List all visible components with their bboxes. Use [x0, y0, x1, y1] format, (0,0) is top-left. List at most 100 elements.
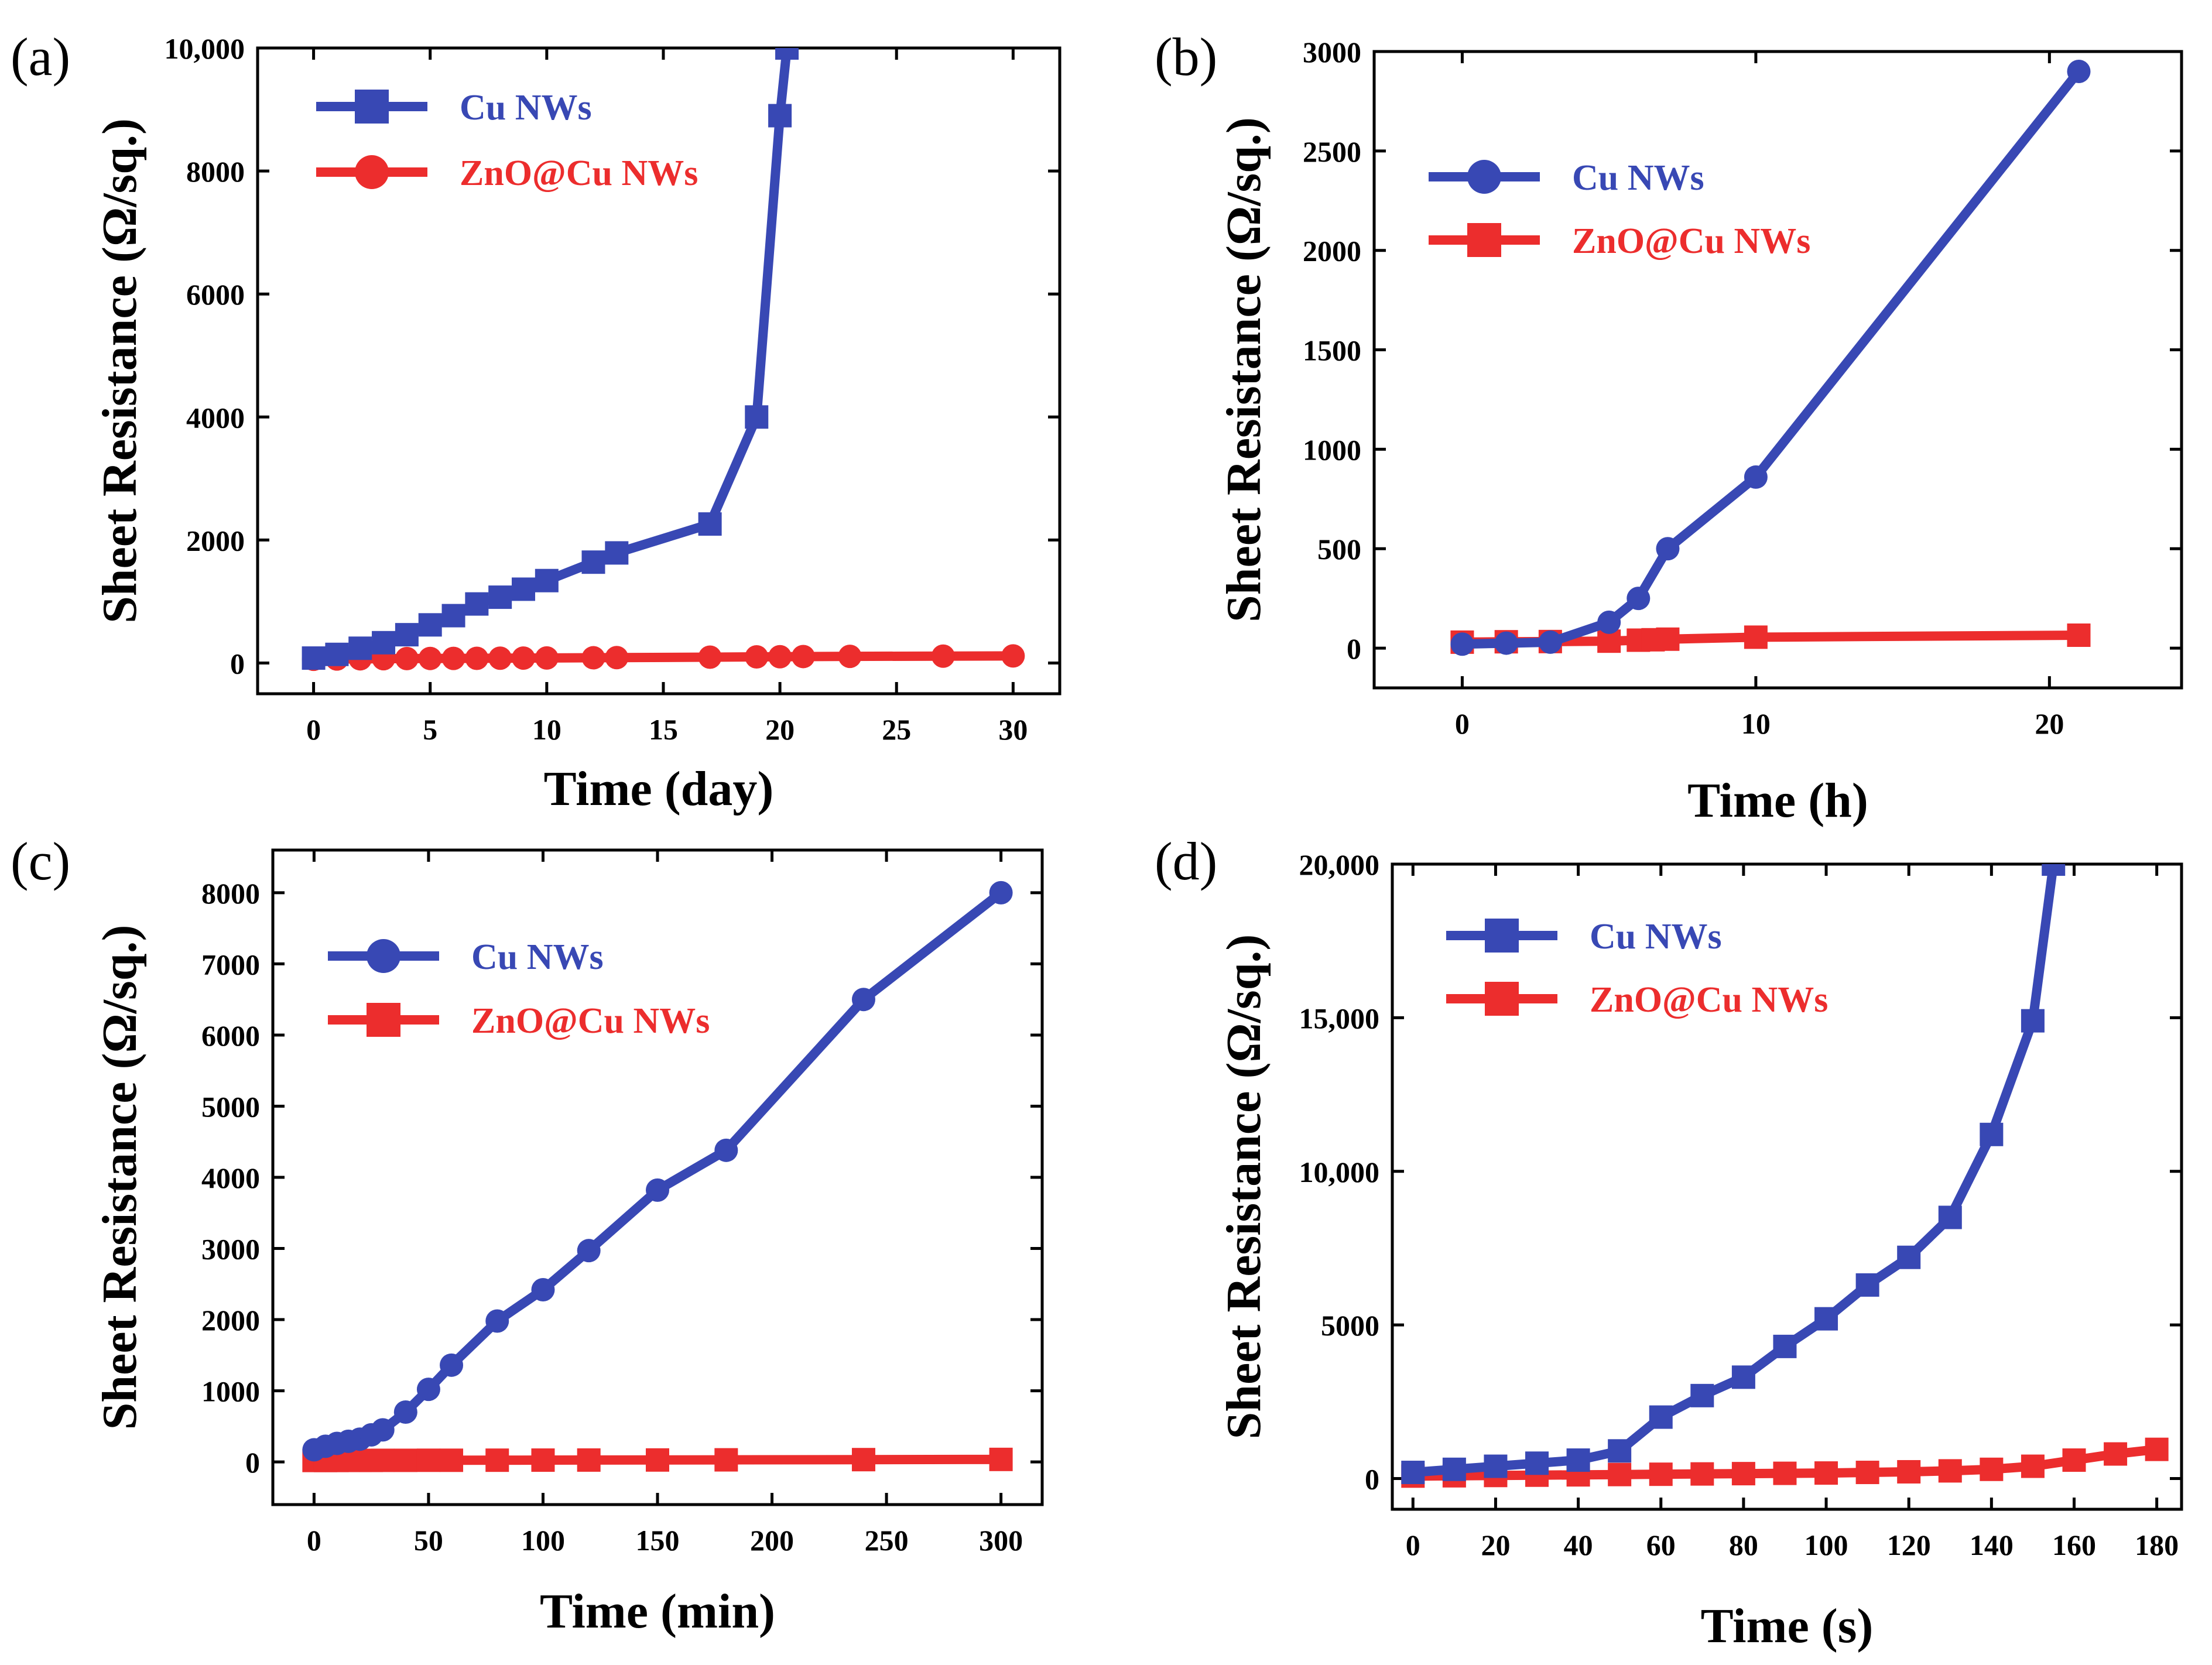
- data-point: [1731, 1462, 1755, 1486]
- y-tick-label: 20,000: [1299, 848, 1380, 881]
- data-point: [1649, 1405, 1673, 1429]
- data-point: [768, 104, 792, 128]
- data-point: [1484, 1454, 1508, 1478]
- series-line: [1457, 66, 2084, 649]
- x-tick-label: 25: [882, 713, 911, 746]
- series-cu-nws: [302, 881, 1013, 1462]
- data-point: [485, 1309, 509, 1333]
- y-tick-label: 4000: [201, 1162, 260, 1194]
- legend-marker: [1485, 982, 1519, 1016]
- chart-panel-a: (a) 0 5 10 15 20 25 30 0 2000 4000 6000 8000 10,000 Ti…: [11, 27, 1062, 816]
- data-point: [393, 1400, 417, 1424]
- y-axis-title: Sheet Resistance (Ω/sq.): [93, 925, 147, 1430]
- x-tick-label: 10: [532, 713, 561, 746]
- data-point: [1938, 1459, 1962, 1483]
- data-point: [2145, 1437, 2169, 1461]
- legend-marker: [1467, 160, 1501, 194]
- panel-label: (c): [11, 831, 70, 891]
- data-point: [2021, 1009, 2045, 1033]
- x-axis-title: Time (s): [1701, 1599, 1874, 1653]
- y-tick-label: 0: [230, 647, 245, 680]
- data-point: [393, 1448, 417, 1472]
- data-point: [989, 1447, 1013, 1471]
- data-point: [1525, 1451, 1549, 1475]
- data-point: [577, 1448, 601, 1472]
- x-tick-label: 150: [636, 1524, 680, 1557]
- x-axis-title: Time (h): [1687, 773, 1868, 828]
- legend: Cu NWs ZnO@Cu NWs: [316, 88, 698, 193]
- y-tick-label: 500: [1317, 533, 1361, 566]
- y-tick-label: 2500: [1303, 135, 1361, 168]
- legend-label: ZnO@Cu NWs: [471, 1001, 710, 1041]
- data-point: [1656, 537, 1680, 561]
- legend-label: Cu NWs: [1590, 917, 1722, 957]
- data-point: [395, 646, 419, 670]
- y-tick-label: 6000: [201, 1019, 260, 1052]
- series-cu-nws: [1401, 864, 2066, 1485]
- legend-label: ZnO@Cu NWs: [460, 153, 698, 193]
- x-tick-label: 40: [1564, 1529, 1593, 1561]
- data-point: [2021, 1454, 2045, 1478]
- data-point: [698, 512, 722, 536]
- x-tick-label: 30: [998, 713, 1028, 746]
- data-point: [1401, 1461, 1425, 1485]
- data-point: [1608, 1439, 1632, 1463]
- legend: Cu NWs ZnO@Cu NWs: [1429, 158, 1810, 261]
- data-point: [1855, 1461, 1879, 1485]
- x-tick-label: 15: [649, 713, 678, 746]
- data-point: [2042, 864, 2066, 876]
- legend-marker: [367, 1003, 400, 1037]
- data-point: [745, 645, 769, 669]
- y-tick-label: 5000: [1321, 1309, 1379, 1342]
- x-tick-label: 20: [1481, 1529, 1510, 1561]
- data-point: [2067, 59, 2091, 83]
- data-point: [1773, 1334, 1797, 1358]
- y-tick-label: 2000: [201, 1304, 260, 1337]
- data-point: [646, 1178, 669, 1202]
- y-tick-label: 6000: [186, 278, 245, 311]
- x-tick-label: 0: [307, 1524, 321, 1557]
- data-point: [441, 646, 465, 670]
- legend: Cu NWs ZnO@Cu NWs: [328, 937, 710, 1041]
- data-point: [745, 405, 769, 429]
- data-point: [1442, 1457, 1466, 1481]
- x-tick-label: 10: [1741, 707, 1771, 740]
- data-point: [1597, 610, 1621, 634]
- plot-frame: [1391, 862, 2183, 1511]
- data-point: [512, 646, 536, 670]
- data-point: [1980, 1122, 2004, 1146]
- data-point: [1814, 1461, 1838, 1485]
- y-tick-label: 7000: [201, 948, 260, 981]
- legend-label: ZnO@Cu NWs: [1572, 221, 1810, 261]
- x-tick-label: 100: [1804, 1529, 1848, 1561]
- data-point: [465, 646, 489, 670]
- y-tick-label: 1000: [1303, 433, 1361, 466]
- legend-marker: [355, 155, 389, 189]
- data-point: [1744, 465, 1768, 489]
- y-tick-label: 3000: [1303, 36, 1361, 68]
- y-tick-label: 8000: [201, 877, 260, 910]
- legend-label: Cu NWs: [1572, 158, 1704, 198]
- data-point: [531, 1448, 555, 1472]
- y-tick-label: 1500: [1303, 334, 1361, 367]
- chart-panel-d: (d) 0 20 40 60 80 100 120 140 160 180 0 5000 10,000 15…: [1155, 831, 2183, 1653]
- legend-label: ZnO@Cu NWs: [1590, 980, 1828, 1020]
- plot-frame: [1372, 50, 2183, 690]
- data-point: [440, 1448, 464, 1472]
- x-tick-label: 0: [306, 713, 321, 746]
- data-point: [1001, 644, 1025, 668]
- y-tick-label: 10,000: [1299, 1156, 1380, 1188]
- y-axis-title: Sheet Resistance (Ω/sq.): [1217, 934, 1271, 1440]
- panel-label: (a): [11, 27, 70, 87]
- legend-marker: [1467, 223, 1501, 257]
- data-point: [698, 645, 722, 669]
- y-tick-label: 5000: [201, 1090, 260, 1123]
- y-tick-label: 10,000: [165, 32, 245, 65]
- data-point: [416, 1448, 440, 1472]
- y-tick-label: 3000: [201, 1233, 260, 1266]
- x-tick-label: 160: [2052, 1529, 2096, 1561]
- data-point: [2067, 623, 2091, 647]
- legend-label: Cu NWs: [460, 88, 592, 128]
- data-point: [1649, 1462, 1673, 1486]
